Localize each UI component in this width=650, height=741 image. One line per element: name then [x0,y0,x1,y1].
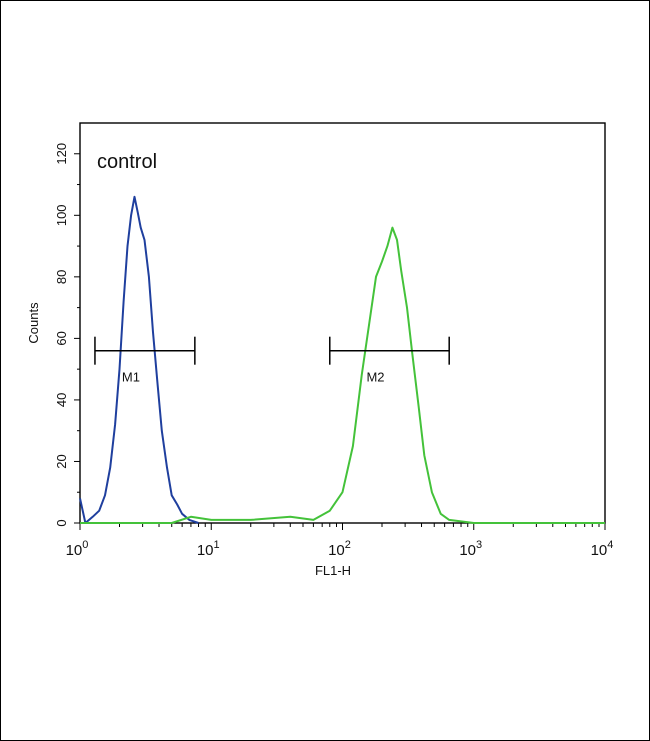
y-tick-label: 20 [54,454,69,468]
x-tick-label: 103 [459,539,482,559]
marker-layer: M1 M2 [94,336,450,385]
x-tick-label: 101 [197,539,220,559]
y-tick-label: 40 [54,393,69,407]
marker-label: M1 [122,370,140,385]
x-tick-label: 100 [66,539,89,559]
y-axis: 0 20 40 60 80 100 120 [54,143,80,527]
y-tick-label: 0 [54,519,69,526]
x-axis-label: FL1-H [315,563,351,578]
y-tick-label: 120 [54,143,69,165]
y-tick-label: 80 [54,270,69,284]
histogram-series-line [80,226,605,524]
control-label: control [97,151,157,173]
x-tick-label: 104 [591,539,614,559]
x-tick-label: 102 [328,539,351,559]
histogram-series-line [79,195,199,524]
plot-area [79,122,606,524]
y-axis-label: Counts [26,302,41,344]
y-tick-label: 60 [54,331,69,345]
series-layer [79,195,605,524]
marker-label: M2 [366,370,384,385]
x-axis: 100 101 102 103 104 [66,523,614,559]
y-tick-label: 100 [54,204,69,226]
